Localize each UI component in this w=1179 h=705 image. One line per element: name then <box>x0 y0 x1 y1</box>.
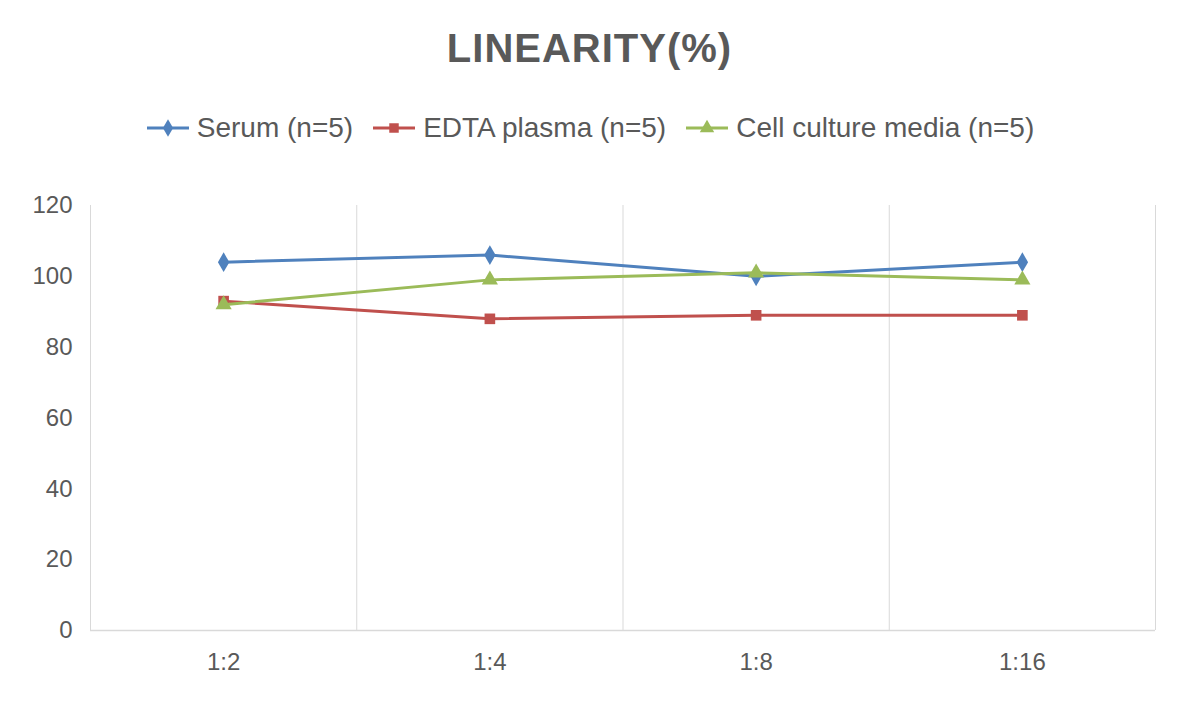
svg-text:60: 60 <box>46 404 73 431</box>
html-text:LINEARITY(%): LINEARITY(%) <box>446 26 733 70</box>
svg-text:100: 100 <box>32 262 72 289</box>
html-text:Serum (n=5): Serum (n=5) <box>196 112 354 143</box>
svg-text:1:8: 1:8 <box>739 648 772 675</box>
svg-text:120: 120 <box>32 191 72 218</box>
svg-text:0: 0 <box>59 616 72 643</box>
svg-text:40: 40 <box>46 475 73 502</box>
svg-text:1:16: 1:16 <box>999 648 1046 675</box>
svg-text:1:4: 1:4 <box>473 648 506 675</box>
html-text:EDTA plasma (n=5): EDTA plasma (n=5) <box>423 112 667 143</box>
svg-text:1:2: 1:2 <box>207 648 240 675</box>
html-text:Cell culture media (n=5): Cell culture media (n=5) <box>736 112 1035 143</box>
svg-text:20: 20 <box>46 545 73 572</box>
svg-text:80: 80 <box>46 333 73 360</box>
